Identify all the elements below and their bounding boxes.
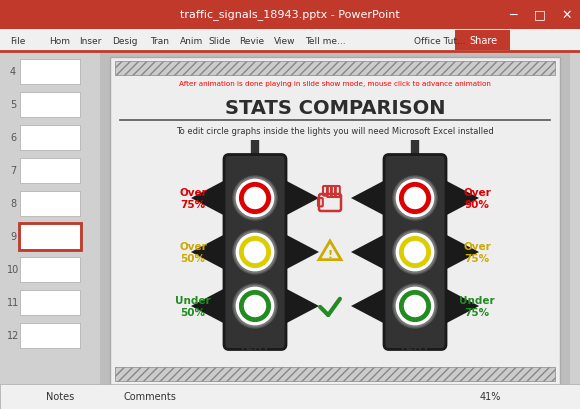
Bar — [20, 60, 80, 85]
Polygon shape — [281, 179, 319, 218]
Circle shape — [393, 177, 437, 220]
Text: 7: 7 — [10, 166, 16, 175]
Text: Over
50%: Over 50% — [179, 242, 207, 263]
FancyBboxPatch shape — [224, 155, 286, 350]
Text: To edit circle graphs inside the lights you will need Microsoft Excel installed: To edit circle graphs inside the lights … — [176, 127, 494, 136]
Text: Under
50%: Under 50% — [175, 295, 211, 317]
Text: Inser: Inser — [79, 36, 101, 45]
Bar — [20, 159, 80, 184]
Text: traffic_signals_18943.pptx - PowerPoint: traffic_signals_18943.pptx - PowerPoint — [180, 9, 400, 20]
Polygon shape — [281, 286, 319, 326]
Circle shape — [393, 230, 437, 274]
Bar — [20, 323, 80, 348]
Text: 4: 4 — [10, 67, 16, 77]
Text: 12: 12 — [7, 330, 19, 340]
Circle shape — [396, 287, 434, 326]
Text: ✕: ✕ — [562, 9, 572, 21]
Text: 6: 6 — [10, 133, 16, 143]
Bar — [0, 52, 100, 409]
Circle shape — [235, 179, 274, 218]
Text: Over
75%: Over 75% — [179, 188, 207, 209]
Text: ─: ─ — [509, 9, 517, 21]
Bar — [110, 58, 560, 387]
Bar — [20, 257, 80, 282]
Text: Office Tut...: Office Tut... — [414, 36, 466, 45]
Text: Over
90%: Over 90% — [463, 188, 491, 209]
Bar — [115, 62, 555, 76]
Text: Revie: Revie — [240, 36, 264, 45]
Circle shape — [401, 293, 429, 320]
Circle shape — [401, 239, 429, 266]
Bar — [0, 30, 580, 52]
Text: STATS COMPARISON: STATS COMPARISON — [225, 98, 445, 117]
Text: Notes: Notes — [46, 391, 74, 401]
Text: Desig: Desig — [113, 36, 138, 45]
Circle shape — [235, 233, 274, 272]
Polygon shape — [281, 232, 319, 272]
Circle shape — [393, 284, 437, 328]
Text: Tran: Tran — [150, 36, 169, 45]
Bar — [455, 31, 510, 51]
Text: Slide: Slide — [209, 36, 231, 45]
Text: Under
75%: Under 75% — [459, 295, 495, 317]
Text: 10: 10 — [7, 264, 19, 274]
Polygon shape — [191, 286, 229, 326]
Text: !: ! — [328, 249, 332, 259]
Text: Hom: Hom — [49, 36, 71, 45]
Circle shape — [241, 239, 269, 266]
Text: 8: 8 — [10, 198, 16, 209]
Text: Anim: Anim — [180, 36, 204, 45]
Polygon shape — [441, 179, 479, 218]
Text: File: File — [10, 36, 26, 45]
Circle shape — [241, 185, 269, 212]
Bar — [20, 290, 80, 315]
Circle shape — [233, 284, 277, 328]
Polygon shape — [351, 179, 389, 218]
Text: Over
75%: Over 75% — [463, 242, 491, 263]
Polygon shape — [351, 286, 389, 326]
Bar — [20, 126, 80, 151]
Bar — [115, 367, 555, 381]
Circle shape — [396, 233, 434, 272]
Text: Comments: Comments — [124, 391, 176, 401]
Polygon shape — [351, 232, 389, 272]
Text: 9: 9 — [10, 231, 16, 241]
Bar — [20, 191, 80, 216]
Polygon shape — [191, 179, 229, 218]
Text: TEXT: TEXT — [399, 341, 431, 351]
Circle shape — [241, 293, 269, 320]
Circle shape — [235, 287, 274, 326]
Polygon shape — [191, 232, 229, 272]
Bar — [20, 225, 80, 249]
Text: 5: 5 — [10, 100, 16, 110]
Bar — [20, 93, 80, 118]
Text: View: View — [274, 36, 296, 45]
FancyBboxPatch shape — [384, 155, 446, 350]
Bar — [570, 52, 580, 391]
Text: 11: 11 — [7, 297, 19, 307]
Bar — [0, 52, 580, 409]
Bar — [0, 384, 580, 409]
Polygon shape — [441, 232, 479, 272]
Circle shape — [401, 185, 429, 212]
Text: Share: Share — [469, 36, 497, 46]
Bar — [19, 223, 81, 250]
Circle shape — [396, 179, 434, 218]
Text: TEXT: TEXT — [239, 341, 271, 351]
Bar — [0, 0, 580, 30]
Circle shape — [233, 177, 277, 220]
Text: Tell me...: Tell me... — [304, 36, 345, 45]
Text: After animation is done playing in slide show mode, mouse click to advance anima: After animation is done playing in slide… — [179, 81, 491, 87]
Polygon shape — [441, 286, 479, 326]
Circle shape — [233, 230, 277, 274]
Text: 41%: 41% — [479, 391, 501, 401]
Text: □: □ — [534, 9, 546, 21]
